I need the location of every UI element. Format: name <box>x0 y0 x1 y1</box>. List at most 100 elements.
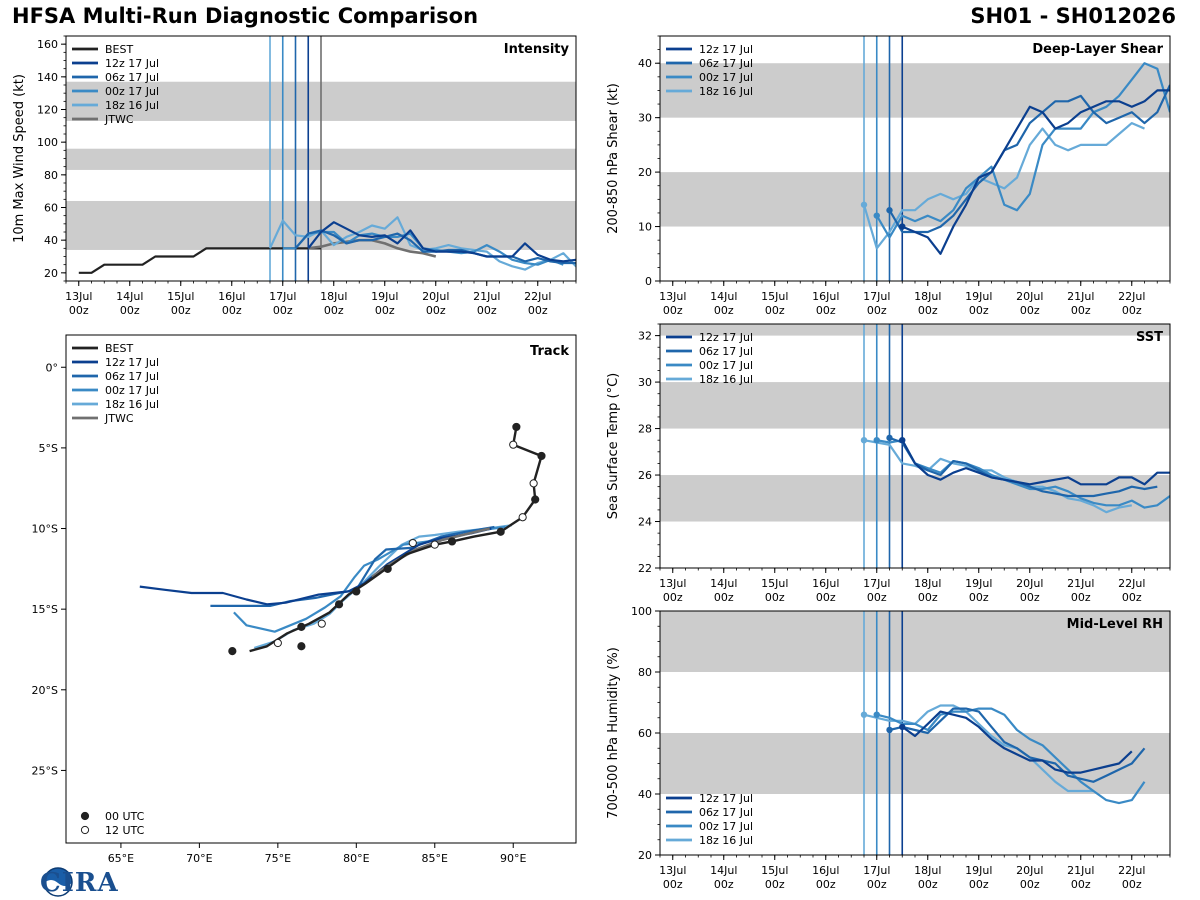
x-tick-hour: 00z <box>1071 878 1091 891</box>
x-tick-label: 85°E <box>422 852 448 865</box>
series-line-18z-16-jul <box>863 439 1132 514</box>
series-line-06z-17-jul <box>888 84 1170 234</box>
x-tick-date: 20Jul <box>1016 864 1043 877</box>
x-tick-date: 14Jul <box>116 290 143 303</box>
series-line-18z-16-jul <box>862 121 1145 250</box>
x-tick-date: 20Jul <box>1016 290 1043 303</box>
rh-y-axis-label: 700-500 hPa Humidity (%) <box>606 647 621 819</box>
series-line-00z-17-jul <box>876 707 1146 805</box>
noaa-logo-icon <box>43 867 73 897</box>
y-tick-label: 20 <box>638 166 652 179</box>
y-tick-label: 120 <box>37 104 58 117</box>
legend-label: 06z 17 Jul <box>699 806 753 819</box>
marker-00utc <box>297 622 306 631</box>
x-tick-hour: 00z <box>324 304 344 317</box>
y-tick-label: 20 <box>44 267 58 280</box>
marker-00utc <box>537 451 546 461</box>
x-tick-hour: 00z <box>765 591 785 604</box>
x-tick-date: 16Jul <box>812 864 839 877</box>
cira-logo: CIRA <box>40 868 119 898</box>
series-line-12z-17-jul <box>901 710 1133 774</box>
legend-label: 18z 16 Jul <box>699 85 753 98</box>
legend-label: 00z 17 Jul <box>699 820 753 833</box>
x-tick-date: 22Jul <box>1118 864 1145 877</box>
legend-label: 12z 17 Jul <box>699 792 753 805</box>
rh-plot-area <box>860 704 1146 805</box>
x-tick-hour: 00z <box>867 591 887 604</box>
x-tick-date: 17Jul <box>269 290 296 303</box>
x-tick-date: 15Jul <box>761 864 788 877</box>
x-tick-date: 21Jul <box>1067 864 1094 877</box>
sst-band <box>660 475 1170 522</box>
series-line-12z-17-jul <box>901 89 1170 255</box>
chart-main-title: HFSA Multi-Run Diagnostic Comparison <box>12 4 479 28</box>
marker-12utc <box>430 540 439 549</box>
x-tick-hour: 00z <box>273 304 293 317</box>
x-tick-hour: 00z <box>918 878 938 891</box>
series-line-18z-16-jul <box>863 704 1094 793</box>
legend-label: 06z 17 Jul <box>699 57 753 70</box>
marker-legend-symbol <box>80 825 90 835</box>
x-tick-hour: 00z <box>1122 304 1142 317</box>
y-tick-label: 80 <box>44 169 58 182</box>
series-start-point <box>860 201 868 208</box>
marker-12utc <box>408 538 417 548</box>
x-tick-hour: 00z <box>816 591 836 604</box>
y-tick-label: 160 <box>37 38 58 51</box>
x-tick-hour: 00z <box>1071 591 1091 604</box>
x-tick-hour: 00z <box>171 304 191 317</box>
x-tick-label: 75°E <box>265 852 291 865</box>
y-tick-label: 40 <box>638 788 652 801</box>
x-tick-date: 14Jul <box>710 864 737 877</box>
x-tick-hour: 00z <box>477 304 497 317</box>
legend-label: 18z 16 Jul <box>105 99 159 112</box>
y-tick-label: 100 <box>631 605 652 618</box>
x-tick-date: 15Jul <box>761 290 788 303</box>
x-tick-date: 17Jul <box>863 864 890 877</box>
y-tick-label: 60 <box>638 727 652 740</box>
y-tick-label: 10°S <box>32 523 58 536</box>
y-tick-label: 0 <box>645 275 652 288</box>
x-tick-hour: 00z <box>69 304 89 317</box>
legend-label: 06z 17 Jul <box>699 345 753 358</box>
panel-shear: 01020304013Jul00z14Jul00z15Jul00z16Jul00… <box>606 35 1171 317</box>
intensity-plot-area <box>78 216 576 274</box>
y-tick-label: 30 <box>638 376 652 389</box>
series-start-point <box>860 711 868 718</box>
legend-label: BEST <box>105 43 133 56</box>
x-tick-date: 20Jul <box>1016 577 1043 590</box>
y-tick-label: 0° <box>46 361 59 374</box>
x-tick-date: 21Jul <box>1067 290 1094 303</box>
sst-band <box>660 324 1170 336</box>
series-line-06z-17-jul <box>889 436 1158 498</box>
x-tick-date: 13Jul <box>659 864 686 877</box>
x-tick-date: 22Jul <box>524 290 551 303</box>
y-tick-label: 10 <box>638 221 652 234</box>
series-line-06z-17-jul <box>294 229 576 265</box>
x-tick-date: 22Jul <box>1118 290 1145 303</box>
x-tick-hour: 00z <box>816 878 836 891</box>
legend-label: 06z 17 Jul <box>105 370 159 383</box>
x-tick-date: 17Jul <box>863 577 890 590</box>
legend-label: 12z 17 Jul <box>105 57 159 70</box>
rh-panel-title: Mid-Level RH <box>1067 617 1163 632</box>
series-start-point <box>886 726 893 734</box>
legend-label: JTWC <box>104 412 134 425</box>
sst-plot-area <box>860 434 1170 514</box>
x-tick-date: 20Jul <box>422 290 449 303</box>
x-tick-label: 80°E <box>343 852 369 865</box>
x-tick-date: 18Jul <box>914 577 941 590</box>
x-tick-label: 90°E <box>500 852 526 865</box>
x-tick-hour: 00z <box>120 304 140 317</box>
series-start-point <box>873 711 880 718</box>
marker-legend-label: 00 UTC <box>105 810 145 823</box>
shear-y-axis-label: 200-850 hPa Shear (kt) <box>606 83 621 234</box>
x-tick-hour: 00z <box>867 304 887 317</box>
x-tick-hour: 00z <box>1122 878 1142 891</box>
x-tick-hour: 00z <box>1020 878 1040 891</box>
legend-label: 18z 16 Jul <box>699 373 753 386</box>
legend-label: 06z 17 Jul <box>105 71 159 84</box>
x-tick-date: 18Jul <box>914 290 941 303</box>
x-tick-hour: 00z <box>714 304 734 317</box>
legend-label: 18z 16 Jul <box>699 834 753 847</box>
